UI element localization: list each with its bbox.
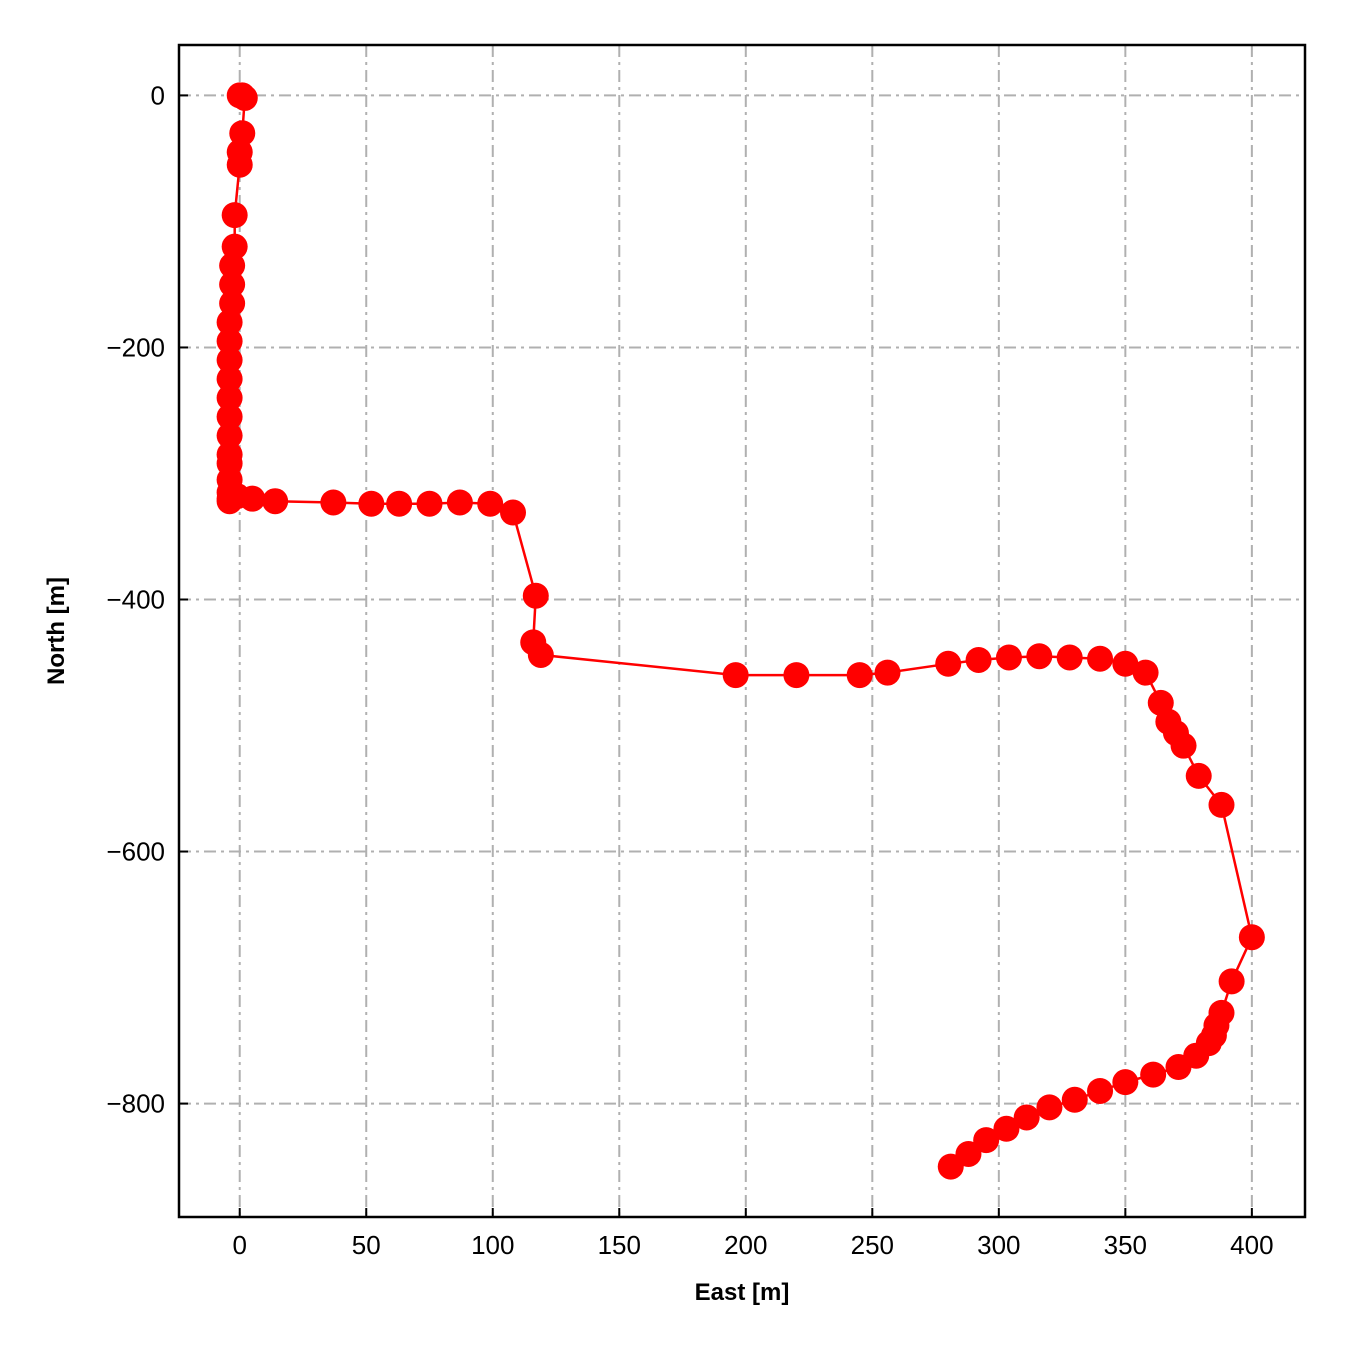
data-point <box>226 151 253 178</box>
data-point <box>1140 1061 1167 1088</box>
data-point <box>216 384 243 411</box>
x-tick-labels: 0 50 100 150 200 250 300 350 400 <box>232 1230 1273 1260</box>
plot-frame <box>177 43 1307 1219</box>
data-point <box>722 662 749 689</box>
y-tick-label: −400 <box>106 584 165 614</box>
data-point <box>874 659 901 686</box>
x-tick-label: 300 <box>977 1230 1020 1260</box>
x-tick-label: 150 <box>598 1230 641 1260</box>
data-point <box>783 662 810 689</box>
data-point <box>1208 791 1235 818</box>
data-point <box>846 662 873 689</box>
data-point <box>1036 1094 1063 1121</box>
x-tick-label: 350 <box>1104 1230 1147 1260</box>
data-point <box>522 582 549 609</box>
x-tick-label: 100 <box>471 1230 514 1260</box>
data-point <box>219 271 246 298</box>
data-point <box>1165 1054 1192 1081</box>
data-point <box>231 84 258 111</box>
ticks <box>179 94 1253 1217</box>
grid <box>179 45 1305 1217</box>
data-point <box>216 328 243 355</box>
data-point <box>935 650 962 677</box>
data-point <box>262 488 289 515</box>
data-point <box>1112 650 1139 677</box>
data-point <box>216 365 243 392</box>
x-tick-label: 50 <box>352 1230 381 1260</box>
data-point <box>219 252 246 279</box>
data-point <box>386 490 413 517</box>
data-point <box>216 347 243 374</box>
data-point <box>477 490 504 517</box>
x-tick-label: 250 <box>851 1230 894 1260</box>
x-tick-label: 400 <box>1230 1230 1273 1260</box>
data-point <box>221 202 248 229</box>
data-point <box>446 489 473 516</box>
data-point <box>1056 644 1083 671</box>
data-point <box>1087 1077 1114 1104</box>
data-point <box>1026 643 1053 670</box>
x-tick-label: 0 <box>232 1230 246 1260</box>
x-axis-label: East [m] <box>695 1279 790 1306</box>
y-tick-label: 0 <box>151 80 165 110</box>
data-point <box>1238 924 1265 951</box>
data-point <box>1170 732 1197 759</box>
y-tick-labels: 0 −200 −400 −600 −800 <box>106 80 165 1118</box>
y-tick-label: −600 <box>106 837 165 867</box>
data-point <box>216 422 243 449</box>
data-point <box>973 1127 1000 1154</box>
data-point <box>500 499 527 526</box>
data-point <box>965 646 992 673</box>
data-point <box>239 485 266 512</box>
data-point <box>216 309 243 336</box>
data-point <box>1112 1069 1139 1096</box>
data-point <box>1185 762 1212 789</box>
data-point <box>216 403 243 430</box>
data-point <box>1218 968 1245 995</box>
data-point <box>1061 1086 1088 1113</box>
data-point <box>527 641 554 668</box>
y-tick-label: −200 <box>106 332 165 362</box>
data-point <box>1013 1104 1040 1131</box>
data-point <box>219 290 246 317</box>
data-point <box>993 1115 1020 1142</box>
data-point <box>416 490 443 517</box>
data-point <box>229 120 256 147</box>
data-point <box>221 233 248 260</box>
y-tick-label: −800 <box>106 1089 165 1119</box>
data-point <box>320 489 347 516</box>
data-point <box>937 1153 964 1180</box>
trajectory-points <box>216 82 1265 1180</box>
data-point <box>1132 659 1159 686</box>
y-axis-label: North [m] <box>43 577 70 685</box>
data-point <box>995 644 1022 671</box>
data-point <box>1087 645 1114 672</box>
trajectory-line <box>228 94 1254 1168</box>
x-tick-label: 200 <box>724 1230 767 1260</box>
data-point <box>358 490 385 517</box>
